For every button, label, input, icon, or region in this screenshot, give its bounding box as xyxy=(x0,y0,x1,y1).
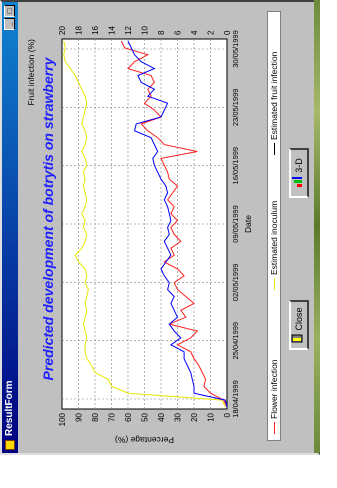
y-axis-title: Percentage (%) xyxy=(115,435,174,445)
y2-tick-label: 20 xyxy=(58,26,67,35)
y-tick-label: 80 xyxy=(91,412,100,421)
y2-tick-label: 2 xyxy=(207,30,216,35)
y-tick-label: 30 xyxy=(174,412,183,421)
y2-tick-label: 8 xyxy=(157,30,166,35)
y2-tick-label: 0 xyxy=(223,30,232,35)
legend-swatch-red xyxy=(274,422,276,434)
series-line-estimated-fruit-infection xyxy=(127,40,228,408)
background-photo-strip xyxy=(314,0,320,453)
y2-tick-label: 18 xyxy=(75,26,84,35)
y2-axis-title: Fruit infection (%) xyxy=(26,39,36,106)
legend-label: Estimated fruit infection xyxy=(269,51,279,140)
chart-panel: 0 0 10 2 20 4 30 6 40 8 50 10 60 12 70 14 80 16 90 18 100 20 1… xyxy=(22,3,262,449)
x-tick-label: 09/05/1999 xyxy=(231,205,240,243)
legend-label: Estimated inoculum xyxy=(269,200,279,275)
y2-tick-label: 14 xyxy=(108,26,117,35)
x-tick-label: 18/04/1999 xyxy=(231,380,240,418)
legend-swatch-black xyxy=(274,143,276,155)
three-d-chart-icon xyxy=(291,176,308,188)
y-tick-label: 90 xyxy=(75,412,84,421)
y-tick-label: 10 xyxy=(207,412,216,421)
y-tick-label: 60 xyxy=(124,412,133,421)
y2-tick-label: 10 xyxy=(141,26,150,35)
legend-item-estimated-fruit-infection: Estimated fruit infection xyxy=(268,52,280,155)
chart-title: Predicted development of botrytis on str… xyxy=(40,57,56,381)
y-tick-label: 70 xyxy=(108,412,117,421)
chart-legend: Flower infection Estimated inoculum Esti… xyxy=(267,11,281,441)
y2-tick-label: 4 xyxy=(190,30,199,35)
minimize-button[interactable]: _ xyxy=(4,18,15,30)
y-tick-label: 20 xyxy=(190,412,199,421)
legend-label: Flower infection xyxy=(269,359,279,419)
result-form-window: ResultForm _ □ 0 0 10 2 20 4 30 6 40 8 50 10 60 12 70 1… xyxy=(0,0,320,455)
x-tick-label: 30/05/1999 xyxy=(231,30,240,68)
legend-item-flower-infection: Flower infection xyxy=(268,359,280,434)
y-tick-label: 50 xyxy=(141,412,150,421)
y2-tick-label: 6 xyxy=(174,30,183,35)
x-tick-label: 16/05/1999 xyxy=(231,147,240,185)
title-bar[interactable]: ResultForm _ □ xyxy=(2,2,18,453)
series-line-flower-infection xyxy=(120,40,228,408)
line-chart: 0 0 10 2 20 4 30 6 40 8 50 10 60 12 70 14 80 16 90 18 100 20 1… xyxy=(26,26,253,445)
three-d-button-label: 3-D xyxy=(294,158,304,173)
legend-swatch-yellow xyxy=(274,278,276,290)
app-icon xyxy=(5,440,15,450)
legend-item-estimated-inoculum: Estimated inoculum xyxy=(268,201,280,290)
close-button-label: Close xyxy=(294,307,304,331)
y-tick-label: 0 xyxy=(223,412,232,417)
y2-tick-label: 16 xyxy=(91,26,100,35)
three-d-button[interactable]: 3-D xyxy=(289,148,309,198)
door-icon xyxy=(291,334,308,343)
x-axis-title: Date xyxy=(243,215,253,233)
x-tick-label: 23/05/1999 xyxy=(231,89,240,127)
y-tick-label: 100 xyxy=(58,412,67,426)
window-title: ResultForm xyxy=(4,380,15,436)
y2-tick-label: 12 xyxy=(124,26,133,35)
maximize-button[interactable]: □ xyxy=(4,5,15,17)
x-tick-label: 02/05/1999 xyxy=(231,264,240,302)
series-line-estimated-inoculum xyxy=(63,40,226,408)
y-tick-label: 40 xyxy=(157,412,166,421)
x-tick-label: 25/04/1999 xyxy=(231,322,240,360)
close-button[interactable]: Close xyxy=(289,300,309,350)
